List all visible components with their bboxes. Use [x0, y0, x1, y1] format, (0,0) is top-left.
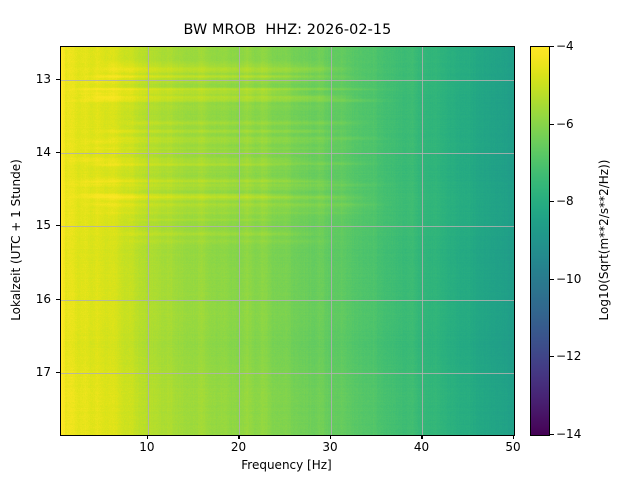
- x-tick-30: [329, 435, 332, 439]
- y-tick-14: [56, 152, 60, 154]
- colorbar-tick: [550, 278, 554, 280]
- x-axis-label: Frequency [Hz]: [241, 458, 332, 472]
- x-tick-20: [238, 435, 240, 439]
- colorbar-tick-label: −10: [556, 271, 582, 286]
- x-tick-50: [513, 435, 515, 439]
- y-tick-15: [56, 225, 60, 227]
- y-axis-label: Lokalzeit (UTC + 1 Stunde): [9, 159, 23, 321]
- y-tick-label: 13: [35, 71, 51, 86]
- colorbar-tick-label: −4: [556, 39, 574, 53]
- colorbar-tick: [550, 201, 554, 203]
- spectrogram-image: [61, 47, 514, 435]
- x-tick-label: 50: [505, 440, 521, 454]
- colorbar-tick: [550, 123, 554, 125]
- colorbar-tick-label: −12: [556, 349, 582, 364]
- colorbar-tick: [550, 434, 554, 436]
- colorbar-label: Log10(Sqrt(m**2/s**2/Hz)): [597, 159, 611, 321]
- x-tick-label: 30: [322, 440, 338, 454]
- colorbar: [530, 46, 550, 436]
- y-tick-17: [56, 371, 60, 373]
- spectrogram-plot-area: [60, 46, 515, 436]
- x-tick-10: [146, 435, 149, 439]
- colorbar-tick: [550, 356, 554, 358]
- y-tick-label: 14: [35, 145, 51, 160]
- y-tick-label: 17: [35, 364, 51, 379]
- colorbar-tick-label: −6: [556, 116, 574, 131]
- y-tick-13: [56, 78, 60, 81]
- x-tick-label: 10: [139, 440, 155, 454]
- colorbar-gradient: [531, 47, 549, 435]
- y-tick-label: 15: [35, 218, 51, 233]
- y-tick-label: 16: [35, 291, 51, 306]
- x-tick-label: 20: [230, 440, 247, 454]
- x-tick-label: 40: [413, 440, 430, 454]
- y-tick-16: [56, 298, 60, 300]
- x-tick-40: [421, 435, 423, 439]
- page-title: BW MROB HHZ: 2026-02-15: [183, 22, 392, 38]
- colorbar-tick-label: −8: [556, 194, 574, 209]
- colorbar-tick: [550, 46, 554, 48]
- colorbar-tick-label: −14: [556, 427, 582, 441]
